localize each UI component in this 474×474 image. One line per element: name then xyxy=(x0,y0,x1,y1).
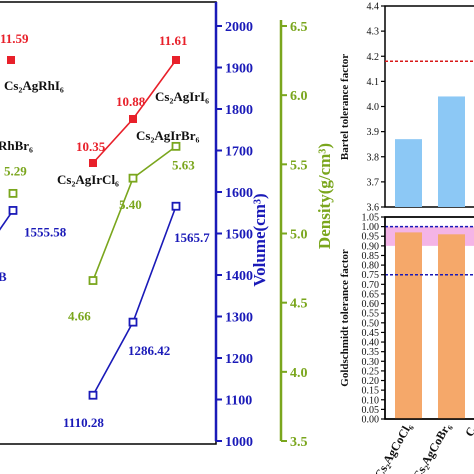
density-tick-label: 6.5 xyxy=(290,20,308,35)
goldschmidt-frame-overlay xyxy=(384,216,474,420)
bartel-tick-label: 4.0 xyxy=(367,102,380,113)
volume-tick-label: 1700 xyxy=(225,145,253,160)
density-ir-marker xyxy=(128,173,138,183)
volume-ir-data-label: 1565.7 xyxy=(174,230,210,245)
volume-ir-marker xyxy=(171,201,181,211)
goldschmidt-tick-label: 0.10 xyxy=(362,395,380,406)
density-tick-label: 5.5 xyxy=(290,158,308,173)
bartel-tick-label: 3.9 xyxy=(367,127,380,138)
goldschmidt-tick-label: 1.05 xyxy=(362,213,380,224)
density-rh-marker xyxy=(8,188,18,198)
goldschmidt-tick-label: 0.25 xyxy=(362,366,380,377)
goldschmidt-tick-label: 0.20 xyxy=(362,376,380,387)
density-ir-data-label: 5.63 xyxy=(172,157,195,172)
goldschmidt-tick-label: 0.30 xyxy=(362,357,380,368)
density-ir-marker xyxy=(171,141,181,151)
compound-label-cs2agircl6: Cs₂AgIrCl₆ xyxy=(57,172,119,187)
volume-ir-marker xyxy=(88,390,98,400)
energy-rh-data-label: 11.59 xyxy=(0,31,29,46)
density-tick-label: 5.0 xyxy=(290,228,308,243)
density-ir-data-label: 5.40 xyxy=(119,197,142,212)
goldschmidt-tick-label: 0.80 xyxy=(362,261,380,272)
volume-tick-label: 1100 xyxy=(225,394,252,409)
density-tick-label: 4.5 xyxy=(290,297,308,312)
volume-ir-data-label: 1110.28 xyxy=(63,415,104,430)
energy-ir-marker xyxy=(129,115,137,123)
volume-ir-marker xyxy=(128,317,138,327)
goldschmidt-tick-label: 0.55 xyxy=(362,309,380,320)
goldschmidt-tick-label: 0.75 xyxy=(362,270,380,281)
energy-rh-marker xyxy=(7,56,15,64)
bartel-tick-label: 4.2 xyxy=(367,52,380,63)
compound-label-cs2agirbr6: Cs₂AgIrBr₆ xyxy=(136,128,200,143)
volume-tick-label: 1200 xyxy=(225,352,253,367)
density-axis-title: Density(g/cm³) xyxy=(315,143,334,249)
bartel-tolerance-chart: Bartel tolerance factor 3.6 3.7 3.8 3.9 4.0 4… xyxy=(339,2,474,214)
compound-label-cs2agiri6: Cs₂AgIrI₆ xyxy=(155,89,209,104)
bartel-tick-label: 4.1 xyxy=(367,77,380,88)
density-ir-marker xyxy=(88,276,98,285)
bartel-bar xyxy=(395,139,422,207)
density-axis: 3.5 4.0 4.5 5.0 5.5 6.0 6.5 xyxy=(279,20,308,450)
compound-label-cs2agrhi6: Cs₂AgRhI₆ xyxy=(4,78,64,93)
goldschmidt-tick-label: 0.45 xyxy=(362,328,380,339)
volume-axis: 1000 1100 1200 1300 1400 1500 1600 1700 1800 1900… xyxy=(214,2,253,450)
volume-tick-label: 1000 xyxy=(225,435,253,450)
energy-ir-marker xyxy=(172,56,180,64)
goldschmidt-tick-label: 0.65 xyxy=(362,289,380,300)
volume-tick-label: 1500 xyxy=(225,228,253,243)
bartel-bar xyxy=(438,96,465,207)
bartel-layer: 3.6 3.7 3.8 3.9 4.0 4.1 4.2 4.3 4.4 xyxy=(367,2,474,214)
energy-ir-data-label: 10.35 xyxy=(76,139,106,154)
goldschmidt-tick-label: 0.35 xyxy=(362,347,380,358)
property-line-chart: 1000 1100 1200 1300 1400 1500 1600 1700 1800 1900… xyxy=(0,1,334,450)
series-layer: 11.59 10.35 10.88 11.61 5.29 4.66 5.40 5.63 1555… xyxy=(0,31,210,430)
bartel-tick-label: 3.7 xyxy=(367,177,380,188)
density-rh-data-label: 5.29 xyxy=(4,163,27,178)
density-tick-label: 3.5 xyxy=(290,435,308,450)
goldschmidt-layer: 0.000.050.100.150.200.250.300.350.400.45… xyxy=(362,213,474,426)
compound-label-rhbr6: RhBr₆ xyxy=(0,138,33,153)
volume-axis-title: Volume(cm³) xyxy=(250,193,269,286)
goldschmidt-tick-label: 1.00 xyxy=(362,222,380,233)
cut-right-label: C xyxy=(462,425,474,440)
volume-tick-label: 1900 xyxy=(225,62,253,77)
density-tick-label: 4.0 xyxy=(290,366,308,381)
goldschmidt-tick-label: 0.00 xyxy=(362,415,380,426)
goldschmidt-tick-label: 0.90 xyxy=(362,241,380,252)
bartel-axis-title: Bartel tolerance factor xyxy=(339,54,351,160)
volume-tick-label: 1800 xyxy=(225,103,253,118)
energy-ir-data-label: 11.61 xyxy=(159,33,188,48)
bartel-tick-label: 3.6 xyxy=(367,203,380,214)
goldschmidt-tick-label: 0.95 xyxy=(362,232,380,243)
goldschmidt-tick-label: 0.50 xyxy=(362,318,380,329)
volume-rh-marker xyxy=(8,206,18,215)
energy-ir-data-label: 10.88 xyxy=(116,94,146,109)
goldschmidt-tick-label: 0.60 xyxy=(362,299,380,310)
bartel-tick-label: 3.8 xyxy=(367,152,380,163)
volume-rh-data-label: 1555.58 xyxy=(24,224,67,239)
goldschmidt-tick-label: 0.05 xyxy=(362,405,380,416)
energy-ir-marker xyxy=(89,159,97,167)
bartel-tick-label: 4.4 xyxy=(367,2,380,13)
volume-tick-label: 1400 xyxy=(225,269,253,284)
volume-tick-label: 1300 xyxy=(225,311,253,326)
volume-tick-label: 1600 xyxy=(225,186,253,201)
volume-tick-label: 2000 xyxy=(225,20,253,35)
density-ir-data-label: 4.66 xyxy=(68,309,91,324)
goldschmidt-tick-label: 0.85 xyxy=(362,251,380,262)
goldschmidt-tick-label: 0.40 xyxy=(362,338,380,349)
bartel-tick-label: 4.3 xyxy=(367,27,380,38)
cut-left-label: B xyxy=(0,269,7,284)
goldschmidt-tick-label: 0.15 xyxy=(362,386,380,397)
goldschmidt-tick-label: 0.70 xyxy=(362,280,380,291)
goldschmidt-bar xyxy=(395,232,422,419)
volume-ir-data-label: 1286.42 xyxy=(128,343,170,358)
goldschmidt-bar xyxy=(438,234,465,419)
density-tick-label: 6.0 xyxy=(290,89,308,104)
goldschmidt-axis-title: Goldschmidt tolerance factor xyxy=(339,249,351,387)
